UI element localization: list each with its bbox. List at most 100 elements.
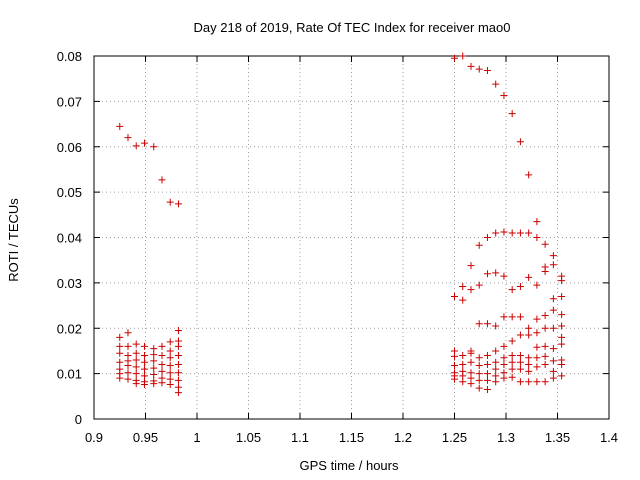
- data-point: [174, 376, 182, 384]
- data-point: [132, 340, 140, 348]
- data-point: [492, 322, 500, 330]
- data-point: [500, 228, 508, 236]
- data-point: [541, 268, 549, 276]
- data-point: [508, 358, 516, 366]
- data-point: [459, 378, 467, 386]
- data-point: [116, 342, 124, 350]
- data-point: [541, 342, 549, 350]
- data-point: [500, 361, 508, 369]
- y-axis-label: ROTI / TECUs: [6, 198, 21, 282]
- data-point: [533, 363, 541, 371]
- data-point: [533, 343, 541, 351]
- data-point: [116, 358, 124, 366]
- data-point: [525, 331, 533, 339]
- data-point: [132, 370, 140, 378]
- axis-ticks: [93, 55, 610, 420]
- data-point: [508, 313, 516, 321]
- data-point: [124, 361, 132, 369]
- data-point: [516, 138, 524, 146]
- data-point: [541, 312, 549, 320]
- data-point: [558, 361, 566, 369]
- data-point: [483, 320, 491, 328]
- data-point: [475, 65, 483, 73]
- data-point: [124, 369, 132, 377]
- data-point: [124, 134, 132, 142]
- data-point: [533, 218, 541, 226]
- data-point: [483, 270, 491, 278]
- data-point: [549, 252, 557, 260]
- y-tick-label: 0.05: [57, 185, 82, 200]
- data-point: [533, 354, 541, 362]
- data-point: [525, 324, 533, 332]
- data-point: [483, 67, 491, 75]
- data-point: [132, 356, 140, 364]
- data-point: [459, 52, 467, 60]
- data-point: [116, 122, 124, 130]
- data-point: [558, 333, 566, 341]
- data-point: [516, 351, 524, 359]
- data-point: [525, 273, 533, 281]
- data-point: [475, 376, 483, 384]
- data-point: [174, 389, 182, 397]
- data-point: [533, 329, 541, 337]
- x-tick-label: 1.05: [236, 430, 261, 445]
- data-point: [475, 281, 483, 289]
- data-point: [124, 329, 132, 337]
- data-point: [558, 277, 566, 285]
- data-point: [158, 361, 166, 369]
- data-point: [558, 340, 566, 348]
- y-tick-labels: 0 0.01 0.02 0.03 0.04 0.05 0.06 0.07 0.08: [57, 49, 82, 427]
- data-point: [525, 354, 533, 362]
- data-point: [150, 143, 158, 151]
- data-point: [158, 342, 166, 350]
- data-point: [451, 292, 458, 300]
- data-point: [516, 313, 524, 321]
- data-point: [492, 80, 500, 88]
- data-point: [492, 269, 500, 277]
- data-point: [500, 272, 508, 280]
- data-point: [541, 361, 549, 369]
- data-point: [508, 229, 516, 237]
- data-point: [508, 337, 516, 345]
- data-point: [140, 372, 148, 380]
- data-point: [508, 373, 516, 381]
- data-point: [166, 198, 174, 206]
- data-point: [525, 171, 533, 179]
- data-point: [132, 349, 140, 357]
- data-point: [492, 378, 500, 386]
- data-point: [516, 365, 524, 373]
- y-tick-label: 0.02: [57, 321, 82, 336]
- data-point: [483, 386, 491, 394]
- data-point: [150, 357, 158, 365]
- x-tick-label: 0.9: [85, 430, 103, 445]
- data-point: [166, 381, 174, 389]
- data-point: [166, 347, 174, 355]
- data-point: [508, 286, 516, 294]
- data-point: [516, 283, 524, 291]
- data-point: [500, 91, 508, 99]
- data-point: [492, 365, 500, 373]
- y-tick-label: 0.08: [57, 49, 82, 64]
- x-tick-label: 1.2: [394, 430, 412, 445]
- data-point: [549, 324, 557, 332]
- data-point: [549, 357, 557, 365]
- data-point: [150, 364, 158, 372]
- data-point: [467, 262, 475, 270]
- data-point: [558, 322, 566, 330]
- data-point: [516, 358, 524, 366]
- data-point: [140, 358, 148, 366]
- data-point: [525, 367, 533, 375]
- data-point: [166, 338, 174, 346]
- data-point: [525, 229, 533, 237]
- data-point: [558, 292, 566, 300]
- data-point: [541, 352, 549, 360]
- y-tick-label: 0.06: [57, 140, 82, 155]
- data-point: [158, 379, 166, 387]
- data-point: [132, 363, 140, 371]
- data-point: [541, 240, 549, 248]
- data-point: [516, 229, 524, 237]
- data-point: [459, 296, 467, 304]
- data-point: [116, 333, 124, 341]
- data-point: [483, 370, 491, 378]
